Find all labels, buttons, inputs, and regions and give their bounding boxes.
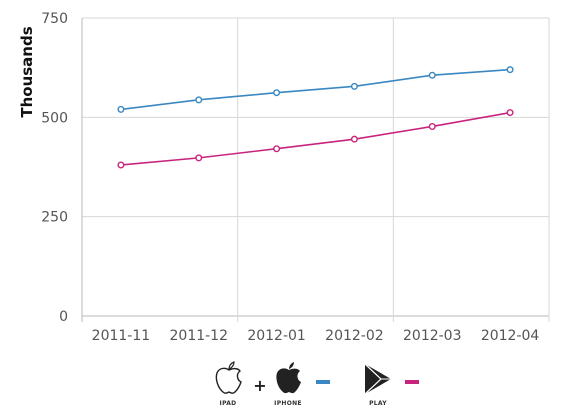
- grid: [82, 17, 550, 322]
- legend: IPAD + IPHONE PLAY: [215, 361, 419, 407]
- y-tick-label: 750: [41, 11, 68, 27]
- y-tick-label: 0: [59, 309, 68, 325]
- apple-logo-solid-icon: [276, 362, 301, 394]
- data-point: [195, 96, 203, 104]
- data-point: [428, 122, 436, 130]
- x-tick-label: 2011-12: [170, 328, 229, 344]
- x-tick-label: 2012-01: [247, 328, 306, 344]
- x-tick-label: 2012-02: [325, 328, 384, 344]
- data-point: [506, 109, 514, 117]
- legend-ipad-caption: IPAD: [220, 400, 237, 407]
- axes: 0 250 500 750 2011-11 2011-12 2012-01 2012-02 20…: [41, 11, 539, 344]
- apple-logo-outline-icon: [215, 361, 242, 394]
- data-point: [273, 89, 281, 97]
- data-point: [117, 105, 125, 113]
- y-tick-label: 250: [41, 210, 68, 226]
- x-tick-label: 2011-11: [92, 328, 151, 344]
- x-tick-label: 2012-03: [403, 328, 462, 344]
- plus-icon: +: [253, 376, 266, 395]
- legend-ios-swatch: [316, 380, 330, 384]
- series-line: [120, 68, 511, 111]
- data-point: [506, 66, 514, 74]
- legend-iphone-caption: IPHONE: [274, 400, 302, 407]
- data-point: [350, 135, 358, 143]
- x-tick-label: 2012-04: [481, 328, 540, 344]
- data-point: [273, 145, 281, 153]
- y-axis-label: Thousands: [18, 26, 36, 117]
- data-point: [350, 82, 358, 90]
- series-line: [120, 111, 511, 166]
- play-logo-icon: [364, 363, 391, 395]
- data-point: [428, 71, 436, 79]
- data-point: [117, 161, 125, 169]
- series: [117, 66, 514, 169]
- y-tick-label: 500: [41, 110, 68, 126]
- legend-play-swatch: [405, 380, 419, 384]
- data-point: [195, 154, 203, 162]
- legend-play-caption: PLAY: [369, 400, 387, 407]
